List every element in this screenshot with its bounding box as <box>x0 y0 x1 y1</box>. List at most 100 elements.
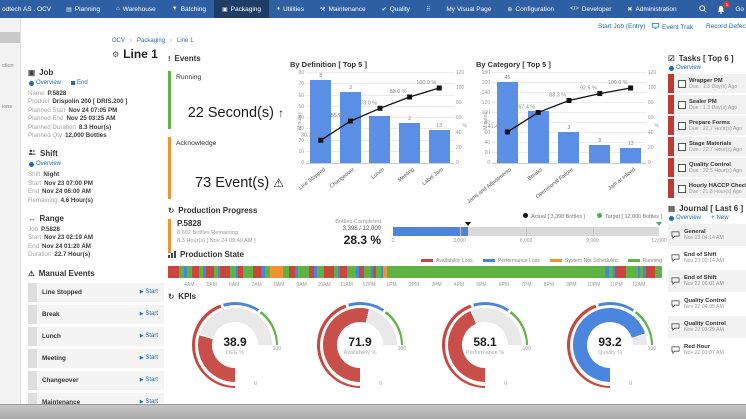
manual-event-row-lunch[interactable]: Lunch ▶ Start <box>28 326 164 346</box>
y-axis-tick: 160 <box>481 80 490 87</box>
y2-axis-tick: 40 <box>456 130 462 137</box>
gridline <box>492 82 646 84</box>
journal-row[interactable]: End of Shift Nov 23 02:14 AM <box>668 247 746 269</box>
chart-plot-area: 0 20 40 60 80 100 120 140 160 180 0 20 40 60 80 100 120 M… <box>482 70 659 166</box>
search-icon[interactable] <box>699 5 707 13</box>
acknowledge-event-card[interactable]: Acknowledge 73 Event(s) ⚠ <box>168 137 286 199</box>
nav-item-icon[interactable]: ⠿ <box>418 0 438 18</box>
event-trak-link[interactable]: Event Trak <box>652 23 693 31</box>
manual-event-row-meeting[interactable]: Meeting ▶ Start <box>28 348 164 368</box>
y2-axis-tick: 20 <box>648 145 654 152</box>
breadcrumb-ocv[interactable]: OCV <box>112 38 126 44</box>
start-button[interactable]: ▶ Start <box>139 355 158 362</box>
journal-date: Nov 22 04:05 AM <box>684 304 724 310</box>
bar-count-label: 3 <box>348 85 352 92</box>
manual-event-row-line-stopped[interactable]: Line Stopped ▶ Start <box>28 282 164 302</box>
journal-overview-link[interactable]: Overview <box>669 215 701 221</box>
field-key: Start <box>28 179 42 187</box>
task-checkbox[interactable] <box>678 163 686 172</box>
play-icon: ▶ <box>139 377 144 384</box>
nav-item-warehouse[interactable]: ⌂ Warehouse <box>108 0 164 18</box>
gridline <box>306 94 454 96</box>
nav-item-developer[interactable]: </> Developer <box>562 0 619 18</box>
bell-icon[interactable]: 1 <box>717 0 731 14</box>
record-defect-link[interactable]: Record Defect <box>706 23 746 30</box>
job-end-link[interactable]: End <box>71 80 88 86</box>
field-row: Remaining 4.6 Hour(s) <box>28 197 164 205</box>
state-segment <box>213 266 219 278</box>
task-name: Prepare Forms <box>689 119 730 126</box>
manual-event-row-break[interactable]: Break ▶ Start <box>28 304 164 324</box>
task-row[interactable]: Quality Control Due : 22.5 Hour(s) Ago <box>668 158 746 177</box>
nav-item-administration[interactable]: ✖ Administration <box>619 0 684 18</box>
task-due: Due : 22.7 Hour(s) Ago <box>689 125 743 132</box>
start-button[interactable]: ▶ Start <box>139 289 158 296</box>
nav-item-configuration[interactable]: ⊕ Configuration <box>499 0 562 18</box>
state-timeline <box>168 266 662 278</box>
y-axis-tick: 80 <box>484 120 490 127</box>
journal-row[interactable]: General Nov 23 04:14 AM <box>668 224 746 246</box>
tasks-section-header: ☑ Tasks [ Top 6 ] <box>668 54 734 63</box>
state-segment <box>294 266 299 278</box>
nav-item-my-visual-page[interactable]: My Visual Page <box>438 0 499 18</box>
svg-text:30.3 %: 30.3 % <box>301 132 318 138</box>
gear-icon[interactable]: ⚙ <box>112 49 120 59</box>
breadcrumb-line1[interactable]: Line 1 <box>177 38 194 44</box>
legend-swatch <box>627 259 640 262</box>
task-row[interactable]: Sealer PM Due : 1.3 Day(s) Ago <box>668 95 746 114</box>
start-button[interactable]: ▶ Start <box>139 399 158 406</box>
y2-axis-tick: 0 <box>648 160 651 166</box>
task-checkbox[interactable] <box>678 100 686 109</box>
nav-item-maintenance[interactable]: ⚒ Maintenance <box>312 0 374 18</box>
job-overview-link[interactable]: Overview <box>29 80 61 86</box>
shift-overview-link[interactable]: Overview <box>29 161 61 167</box>
svg-text:92.6 %: 92.6 % <box>580 86 597 92</box>
start-button[interactable]: ▶ Start <box>139 311 158 318</box>
field-value: Nov 25 03:25 AM <box>66 115 116 123</box>
nav-item-packaging[interactable]: ▣ Packaging <box>214 0 270 18</box>
nav-item-batching[interactable]: ▼ Batching <box>164 0 214 18</box>
gridline <box>492 122 646 124</box>
start-button[interactable]: ▶ Start <box>139 377 158 384</box>
task-row[interactable]: Hourly HACCP Check Due : 21.8 Hour(s) Ago <box>668 179 746 198</box>
task-row[interactable]: Stage Materials Due : 22.7 Hour(s) Ago <box>668 137 746 156</box>
start-button[interactable]: ▶ Start <box>139 333 158 340</box>
nav-item-utilities[interactable]: ♦ Utilities <box>269 0 312 18</box>
task-checkbox[interactable] <box>678 79 686 88</box>
chart-bar: 2 <box>399 116 421 163</box>
nav-item-planning[interactable]: ▤ Planning <box>58 0 108 18</box>
task-checkbox[interactable] <box>678 142 686 151</box>
speech-bubble-icon <box>671 249 680 267</box>
task-checkbox[interactable] <box>677 184 686 193</box>
user-label[interactable]: Go <box>735 5 744 13</box>
nav-item-quality[interactable]: ✔ Quality <box>374 0 418 18</box>
start-job-entry-link[interactable]: Start Job (Entry) <box>598 23 646 30</box>
journal-row[interactable]: Quality Control Nov 22 03:29 AM <box>668 316 746 338</box>
target-marker <box>656 222 662 226</box>
chart-title: By Category [ Top 5 ] <box>476 60 551 69</box>
tasks-overview-link[interactable]: Overview <box>669 65 701 71</box>
quality-icon: ✔ <box>381 6 387 13</box>
state-segment <box>347 266 357 278</box>
journal-new-link[interactable]: + New <box>711 215 729 221</box>
manual-event-row-changeover[interactable]: Changeover ▶ Start <box>28 370 164 390</box>
chart-bar: 13 <box>620 141 642 163</box>
bar-count-label: 13 <box>436 123 443 130</box>
journal-row[interactable]: End of Shift Nov 22 06:01 AM <box>668 270 746 292</box>
breadcrumb-packaging[interactable]: Packaging <box>137 38 166 44</box>
nav-items: ▤ Planning ⌂ Warehouse ▼ Batching ▣ Packaging ♦ U… <box>58 0 685 18</box>
task-checkbox[interactable] <box>678 121 686 130</box>
field-value: Nov 23 02:19 AM <box>44 234 94 242</box>
journal-row[interactable]: Quality Control Nov 22 04:05 AM <box>668 293 746 315</box>
task-row[interactable]: Prepare Forms Due : 22.7 Hour(s) Ago <box>668 116 746 135</box>
progress-axis-label: 12,000 <box>651 238 667 244</box>
y-axis-tick: 20 <box>298 137 304 144</box>
y-axis-tick: 20 <box>484 150 490 157</box>
nav-item-label: Administration <box>635 5 677 13</box>
hour-label: 11PM <box>609 282 623 288</box>
field-value: 12,000 Bottles <box>65 132 107 140</box>
journal-row[interactable]: Red Hour Nov 22 03:07 AM <box>668 339 746 361</box>
task-row[interactable]: Wrapper PM Due : 1.3 Day(s) Ago <box>668 74 746 93</box>
nav-item-label: Batching <box>180 5 206 13</box>
